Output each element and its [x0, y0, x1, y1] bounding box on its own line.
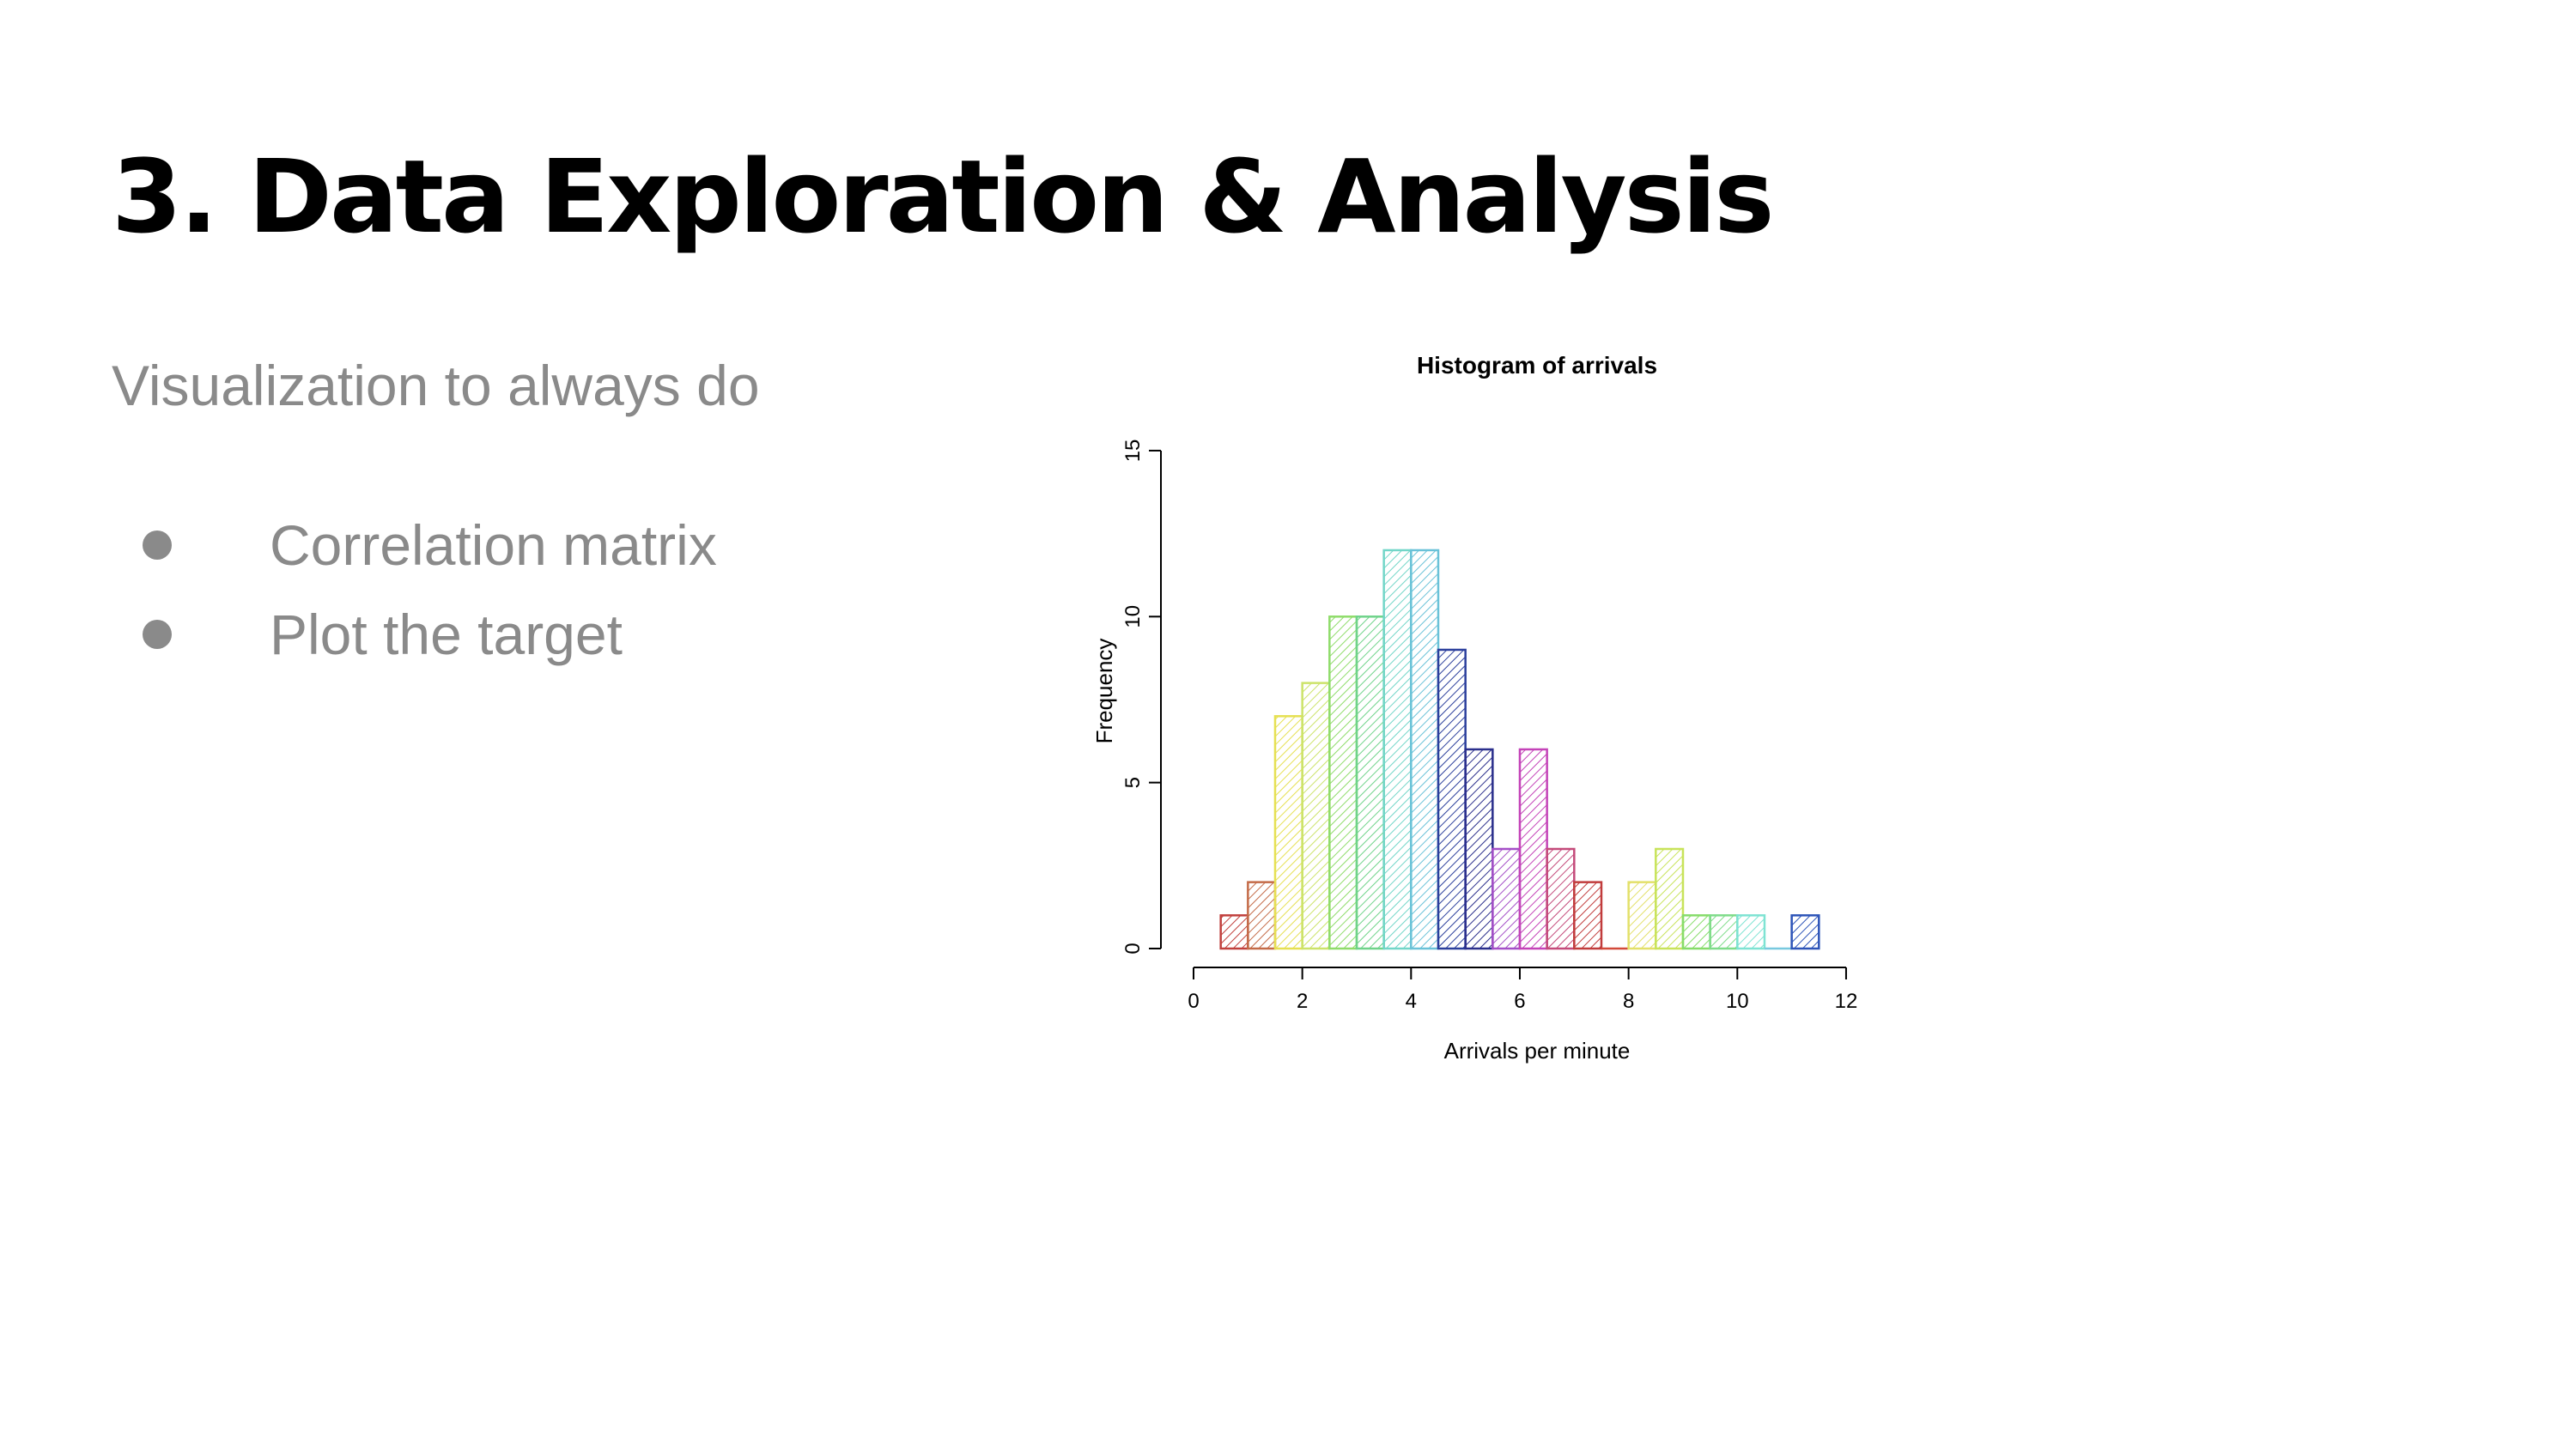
bullet-item: Correlation matrix [112, 500, 717, 590]
histogram-bar [1790, 914, 1820, 950]
histogram-bar [1681, 914, 1711, 950]
bullet-text: Correlation matrix [270, 513, 717, 577]
x-axis-label: Arrivals per minute [1444, 1038, 1631, 1064]
histogram-bar [1655, 847, 1685, 950]
bullet-dot-icon [143, 620, 172, 649]
histogram-bar [1573, 881, 1603, 950]
histogram-bar [1464, 748, 1494, 950]
histogram-bar [1301, 682, 1331, 950]
histogram-chart: Histogram of arrivals Arrivals per minut… [1091, 352, 1858, 1064]
x-tick-label: 2 [1297, 990, 1308, 1013]
histogram-bar [1273, 715, 1303, 950]
x-tick-label: 4 [1406, 990, 1417, 1013]
x-tick-label: 10 [1726, 990, 1749, 1013]
y-tick-label: 10 [1121, 605, 1145, 628]
histogram-bar [1410, 549, 1440, 950]
x-tick-label: 0 [1188, 990, 1199, 1013]
histogram-bar [1492, 847, 1522, 950]
histogram-bar [1709, 914, 1739, 950]
y-tick-label: 5 [1121, 777, 1145, 788]
x-tick-label: 6 [1514, 990, 1525, 1013]
chart-title: Histogram of arrivals [1417, 352, 1657, 379]
x-tick-label: 8 [1623, 990, 1634, 1013]
histogram-bar [1219, 914, 1249, 950]
histogram-bar [1355, 615, 1385, 950]
histogram-bar [1736, 914, 1766, 950]
y-axis-label: Frequency [1091, 639, 1117, 744]
bullet-dot-icon [143, 530, 172, 560]
slide-title: 3. Data Exploration & Analysis [112, 137, 1774, 256]
x-tick-label: 12 [1835, 990, 1858, 1013]
slide-subtitle: Visualization to always do [112, 354, 760, 417]
histogram-bar [1247, 881, 1277, 950]
y-tick-label: 15 [1121, 440, 1145, 463]
histogram-bar [1546, 847, 1576, 950]
y-tick-label: 0 [1121, 943, 1145, 954]
histogram-bar [1328, 615, 1358, 950]
bullet-text: Plot the target [270, 603, 623, 666]
bullet-list: Correlation matrix Plot the target [112, 500, 717, 679]
bullet-item: Plot the target [112, 590, 717, 679]
histogram-bar [1627, 881, 1657, 950]
histogram-bar [1518, 748, 1548, 950]
histogram-bar [1437, 648, 1467, 950]
histogram-bar [1382, 549, 1413, 950]
